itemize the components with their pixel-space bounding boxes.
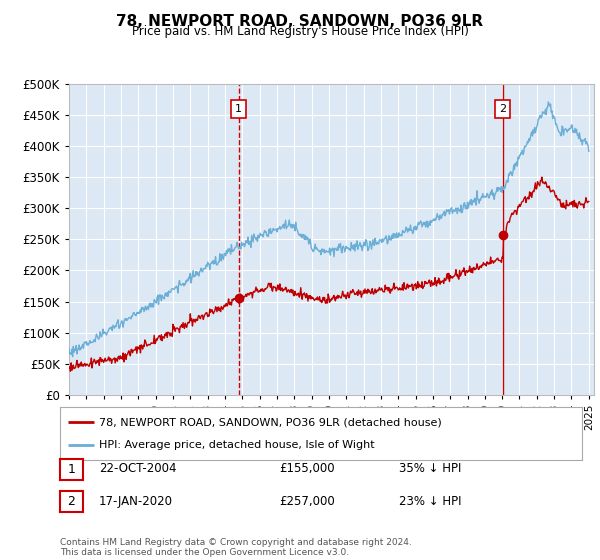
Text: 17-JAN-2020: 17-JAN-2020 [99,494,173,508]
Text: Price paid vs. HM Land Registry's House Price Index (HPI): Price paid vs. HM Land Registry's House … [131,25,469,38]
Text: 2: 2 [499,104,506,114]
Text: 23% ↓ HPI: 23% ↓ HPI [399,494,461,508]
Text: 1: 1 [235,104,242,114]
Text: 1: 1 [67,463,76,476]
Text: £155,000: £155,000 [279,462,335,475]
Text: 35% ↓ HPI: 35% ↓ HPI [399,462,461,475]
Text: £257,000: £257,000 [279,494,335,508]
Text: 22-OCT-2004: 22-OCT-2004 [99,462,176,475]
Text: HPI: Average price, detached house, Isle of Wight: HPI: Average price, detached house, Isle… [99,440,375,450]
Text: 78, NEWPORT ROAD, SANDOWN, PO36 9LR (detached house): 78, NEWPORT ROAD, SANDOWN, PO36 9LR (det… [99,417,442,427]
Text: 2: 2 [67,495,76,508]
Text: 78, NEWPORT ROAD, SANDOWN, PO36 9LR: 78, NEWPORT ROAD, SANDOWN, PO36 9LR [116,14,484,29]
Text: Contains HM Land Registry data © Crown copyright and database right 2024.
This d: Contains HM Land Registry data © Crown c… [60,538,412,557]
